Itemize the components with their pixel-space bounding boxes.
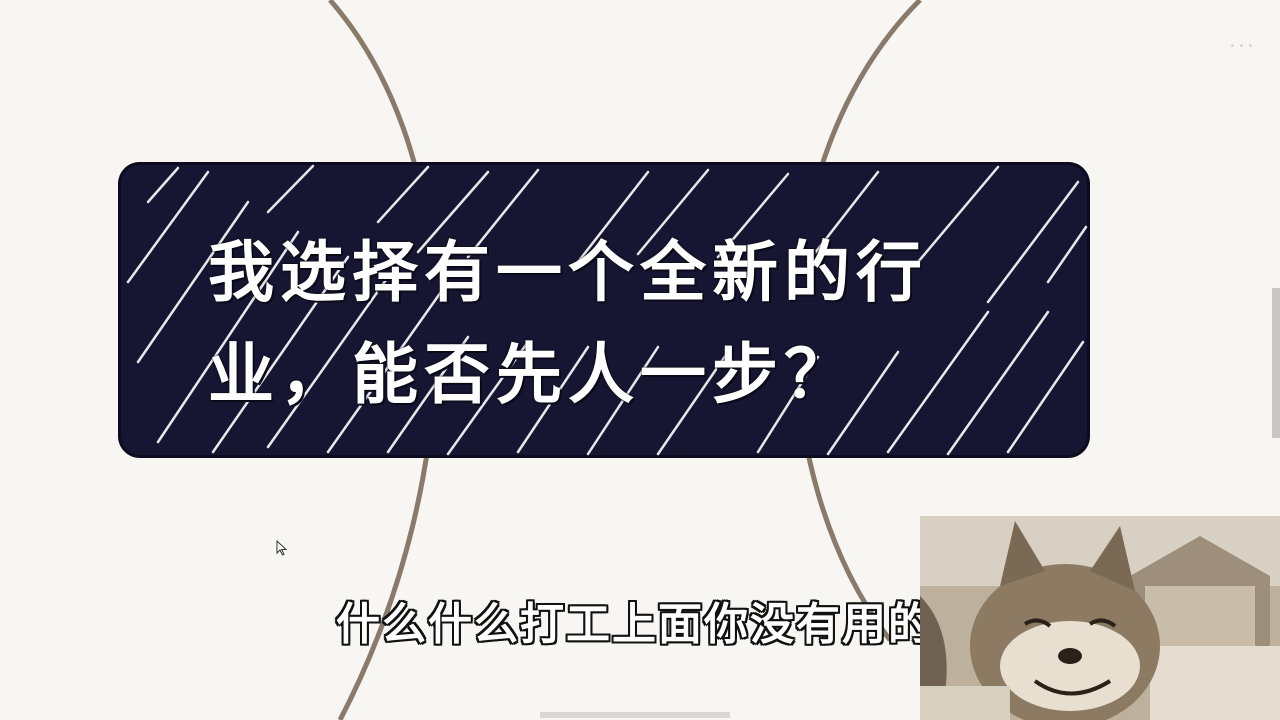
mouse-cursor-icon [276, 540, 288, 556]
slide-title: 我选择有一个全新的行 业，能否先人一步？ [208, 222, 1008, 426]
bottom-strip [540, 712, 730, 718]
title-line-1: 我选择有一个全新的行 [208, 234, 928, 311]
edge-strip [1272, 288, 1280, 438]
title-line-2: 业，能否先人一步？ [208, 336, 856, 413]
subtitle-caption: 什么什么打工上面你没有用的 [336, 599, 934, 650]
hatch-pattern [126, 164, 1088, 456]
presenter-video-feed [920, 516, 1280, 720]
watermark-text: ... [1229, 28, 1256, 53]
shiba-dog-icon [920, 516, 1280, 720]
title-card: 我选择有一个全新的行 业，能否先人一步？ [118, 162, 1090, 458]
